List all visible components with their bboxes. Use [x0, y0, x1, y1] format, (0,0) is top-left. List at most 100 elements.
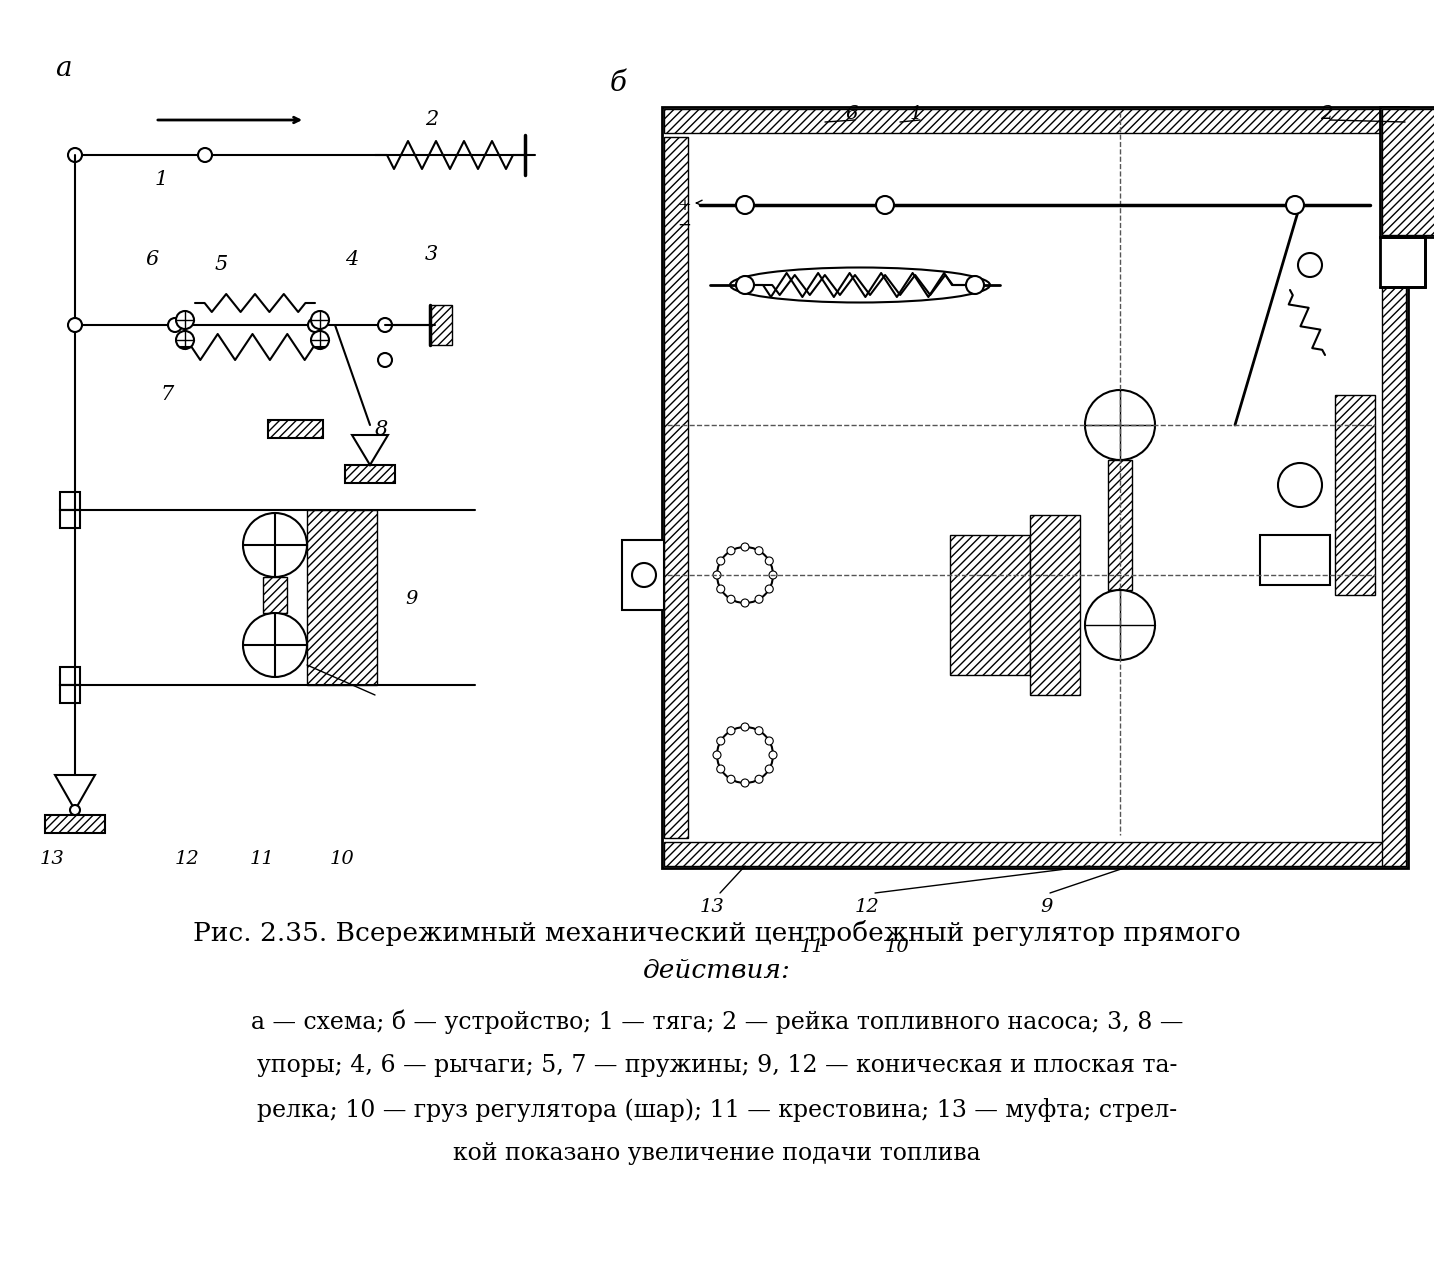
Circle shape: [717, 547, 773, 603]
Circle shape: [1298, 253, 1322, 277]
Bar: [664, 137, 688, 837]
Circle shape: [727, 595, 736, 603]
Text: 1: 1: [911, 105, 922, 123]
Circle shape: [741, 599, 749, 607]
Text: кой показано увеличение подачи топлива: кой показано увеличение подачи топлива: [453, 1142, 981, 1164]
Bar: [949, 535, 1030, 675]
Circle shape: [769, 751, 777, 759]
Text: −: −: [677, 217, 691, 234]
Polygon shape: [54, 775, 95, 810]
Circle shape: [1286, 196, 1304, 214]
Circle shape: [198, 148, 212, 162]
Text: Рис. 2.35. Всережимный механический центробежный регулятор прямого: Рис. 2.35. Всережимный механический цент…: [194, 920, 1240, 946]
Text: 10: 10: [330, 850, 354, 868]
Circle shape: [754, 595, 763, 603]
Circle shape: [717, 585, 724, 593]
Text: упоры; 4, 6 — рычаги; 5, 7 — пружины; 9, 12 — коническая и плоская та-: упоры; 4, 6 — рычаги; 5, 7 — пружины; 9,…: [257, 1054, 1177, 1077]
Text: а: а: [54, 54, 72, 82]
Circle shape: [176, 310, 194, 329]
Bar: [60, 666, 80, 685]
Circle shape: [727, 547, 736, 555]
Circle shape: [717, 765, 724, 773]
Circle shape: [766, 585, 773, 593]
Circle shape: [754, 547, 763, 555]
Bar: [262, 576, 287, 613]
Circle shape: [67, 148, 82, 162]
Circle shape: [876, 196, 893, 214]
Text: 13: 13: [40, 850, 65, 868]
Circle shape: [967, 276, 984, 294]
Text: 11: 11: [250, 850, 275, 868]
Bar: [430, 305, 452, 345]
Bar: [622, 540, 664, 609]
Bar: [664, 109, 1405, 133]
Polygon shape: [351, 435, 389, 465]
Text: 7: 7: [161, 385, 174, 404]
Circle shape: [727, 727, 736, 735]
Text: 5: 5: [215, 255, 228, 274]
Circle shape: [168, 318, 182, 332]
Bar: [1380, 237, 1425, 288]
Text: действия:: действия:: [642, 958, 792, 983]
Text: 6: 6: [145, 250, 158, 269]
Bar: [1335, 395, 1375, 595]
Circle shape: [1278, 462, 1322, 507]
Bar: [44, 815, 105, 832]
Text: 2: 2: [424, 110, 439, 129]
Text: 8: 8: [376, 419, 389, 438]
Circle shape: [717, 557, 724, 565]
Bar: [1382, 109, 1405, 867]
Circle shape: [70, 805, 80, 815]
Text: 2: 2: [1321, 105, 1332, 123]
Bar: [663, 106, 1408, 868]
Circle shape: [717, 737, 724, 745]
Text: а — схема; б — устройство; 1 — тяга; 2 — рейка топливного насоса; 3, 8 —: а — схема; б — устройство; 1 — тяга; 2 —…: [251, 1010, 1183, 1034]
Circle shape: [754, 727, 763, 735]
Text: 9: 9: [1040, 898, 1053, 916]
Circle shape: [1086, 390, 1154, 460]
Text: 12: 12: [855, 898, 879, 916]
Circle shape: [311, 331, 328, 348]
Circle shape: [311, 310, 328, 329]
Circle shape: [242, 613, 307, 677]
Circle shape: [766, 765, 773, 773]
Circle shape: [727, 775, 736, 783]
Circle shape: [741, 544, 749, 551]
Text: 13: 13: [700, 898, 724, 916]
Circle shape: [632, 563, 655, 587]
Circle shape: [67, 318, 82, 332]
Bar: [60, 511, 80, 528]
Bar: [664, 843, 1405, 867]
Circle shape: [754, 775, 763, 783]
Text: 10: 10: [885, 938, 909, 957]
Bar: [268, 419, 323, 438]
Bar: [60, 685, 80, 703]
Bar: [1380, 106, 1434, 237]
Text: 4: 4: [346, 250, 358, 269]
Circle shape: [736, 196, 754, 214]
Circle shape: [713, 571, 721, 579]
Circle shape: [308, 318, 323, 332]
Circle shape: [741, 779, 749, 787]
Circle shape: [766, 737, 773, 745]
Bar: [1030, 514, 1080, 696]
Bar: [307, 511, 377, 685]
Text: +: +: [677, 196, 691, 214]
Text: б: б: [609, 70, 627, 98]
Text: 12: 12: [175, 850, 199, 868]
Circle shape: [766, 557, 773, 565]
Circle shape: [379, 353, 391, 367]
Bar: [1108, 460, 1131, 590]
Bar: [1260, 535, 1329, 585]
Text: релка; 10 — груз регулятора (шар); 11 — крестовина; 13 — муфта; стрел-: релка; 10 — груз регулятора (шар); 11 — …: [257, 1098, 1177, 1123]
Circle shape: [736, 276, 754, 294]
Ellipse shape: [730, 267, 989, 303]
Circle shape: [769, 571, 777, 579]
Text: 6: 6: [845, 105, 858, 123]
Circle shape: [1086, 590, 1154, 660]
Circle shape: [242, 513, 307, 576]
Bar: [346, 465, 394, 483]
Circle shape: [379, 318, 391, 332]
Circle shape: [713, 751, 721, 759]
Text: 11: 11: [800, 938, 825, 957]
